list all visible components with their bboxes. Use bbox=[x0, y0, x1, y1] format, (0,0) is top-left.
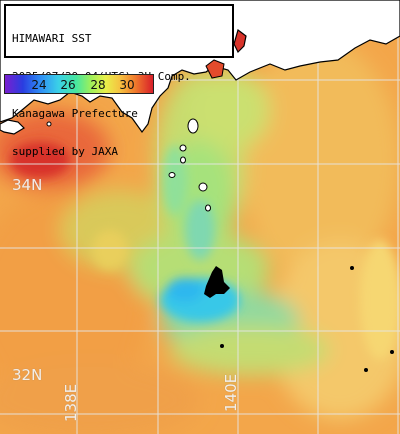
data-credit: supplied by JAXA bbox=[12, 144, 118, 158]
colorbar-tick: 26 bbox=[60, 78, 76, 92]
temperature-colorbar: 24 26 28 30 bbox=[4, 74, 154, 94]
lon-label: 140E bbox=[222, 373, 240, 412]
islands bbox=[46, 118, 394, 372]
cloud-mask bbox=[204, 266, 230, 298]
lat-label: 32N bbox=[12, 366, 43, 384]
region-name: Kanagawa Prefecture bbox=[12, 107, 138, 120]
colorbar-tick: 24 bbox=[31, 78, 47, 92]
header-box: HIMAWARI SST 2025/07/29 04(UTC) 3H Comp.… bbox=[4, 4, 234, 157]
lat-label: 34N bbox=[12, 176, 43, 194]
colorbar-tick: 30 bbox=[119, 78, 135, 92]
colorbar-tick: 28 bbox=[90, 78, 106, 92]
lon-label: 138E bbox=[62, 383, 80, 422]
product-title: HIMAWARI SST bbox=[12, 32, 92, 45]
